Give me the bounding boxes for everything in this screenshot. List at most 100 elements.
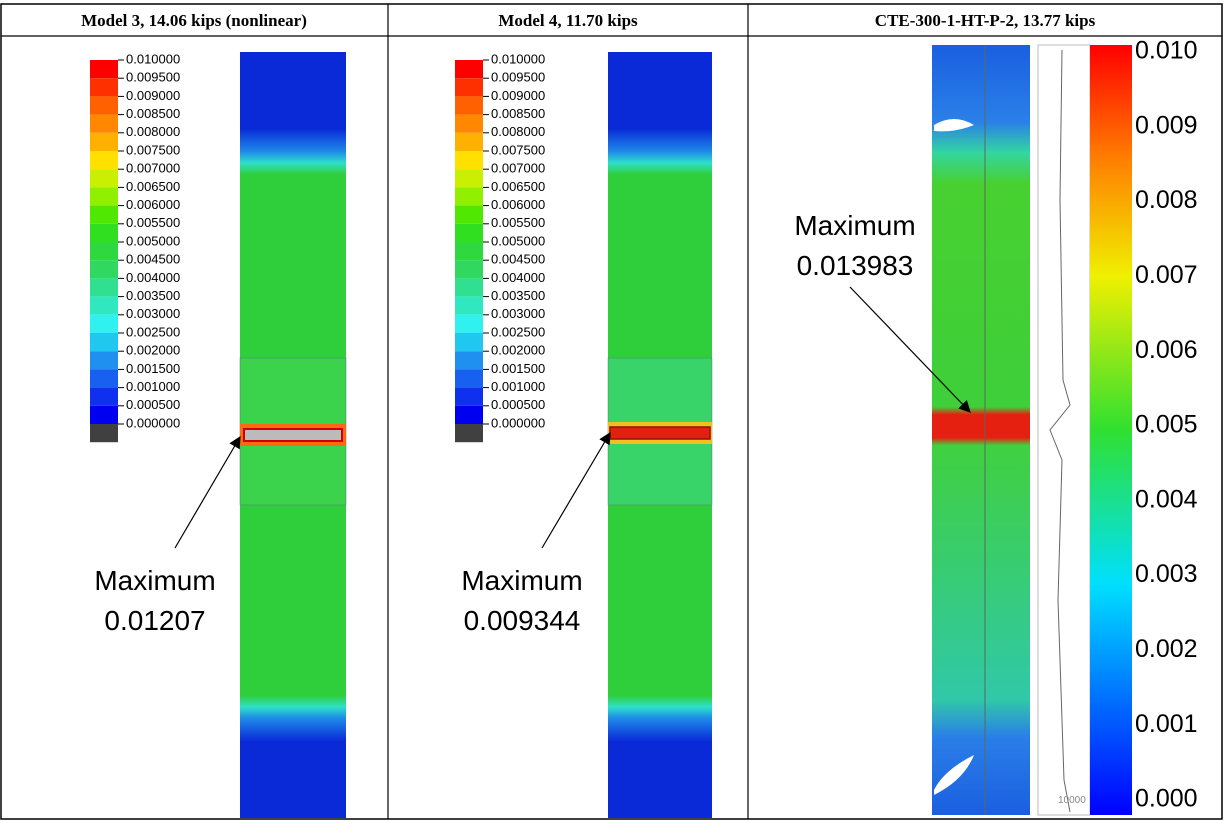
legend-swatch bbox=[455, 242, 483, 260]
legend-swatch bbox=[90, 78, 118, 96]
legend-label: 0.007000 bbox=[491, 161, 545, 176]
colorbar-label: 0.000 bbox=[1135, 785, 1198, 813]
legend-swatch bbox=[455, 187, 483, 205]
legend-label: 0.004000 bbox=[126, 270, 180, 285]
colorbar-label: 0.009 bbox=[1135, 111, 1198, 139]
legend-label: 0.004500 bbox=[491, 252, 545, 267]
panel-title: Model 3, 14.06 kips (nonlinear) bbox=[81, 11, 307, 30]
legend-swatch bbox=[90, 315, 118, 333]
legend-label: 0.002500 bbox=[491, 324, 545, 339]
legend-swatch bbox=[455, 60, 483, 78]
legend-label: 0.007500 bbox=[126, 142, 180, 157]
legend-swatch bbox=[455, 424, 483, 442]
legend-swatch bbox=[455, 388, 483, 406]
annotation: Maximum bbox=[461, 565, 582, 596]
legend-swatch bbox=[90, 169, 118, 187]
legend-label: 0.006000 bbox=[491, 197, 545, 212]
colorbar-label: 0.006 bbox=[1135, 336, 1198, 364]
legend-swatch bbox=[455, 278, 483, 296]
colorbar-label: 0.008 bbox=[1135, 186, 1198, 214]
arrow bbox=[542, 433, 610, 548]
legend-swatch bbox=[455, 297, 483, 315]
profile-label: 10000 bbox=[1058, 795, 1086, 806]
legend-swatch bbox=[90, 369, 118, 387]
legend-swatch bbox=[90, 96, 118, 114]
legend-label: 0.008500 bbox=[126, 106, 180, 121]
annotation: 0.009344 bbox=[464, 605, 581, 636]
legend-label: 0.005500 bbox=[491, 215, 545, 230]
legend-swatch bbox=[455, 260, 483, 278]
legend-swatch bbox=[90, 242, 118, 260]
legend-label: 0.001500 bbox=[491, 361, 545, 376]
annotation: 0.01207 bbox=[104, 605, 205, 636]
dic-specimen bbox=[932, 45, 1030, 815]
legend-swatch bbox=[90, 187, 118, 205]
legend-label: 0.010000 bbox=[491, 51, 545, 66]
legend-label: 0.000500 bbox=[491, 397, 545, 412]
legend-swatch bbox=[455, 206, 483, 224]
legend-label: 0.000000 bbox=[126, 415, 180, 430]
legend-label: 0.003500 bbox=[126, 288, 180, 303]
legend-swatch bbox=[90, 151, 118, 169]
colorbar-label: 0.007 bbox=[1135, 261, 1198, 289]
legend-label: 0.007500 bbox=[491, 142, 545, 157]
legend-swatch bbox=[90, 351, 118, 369]
legend-label: 0.010000 bbox=[126, 51, 180, 66]
legend-swatch bbox=[455, 333, 483, 351]
colorbar-label: 0.002 bbox=[1135, 635, 1198, 663]
colorbar-label: 0.005 bbox=[1135, 411, 1198, 439]
legend-label: 0.008500 bbox=[491, 106, 545, 121]
figure: Model 3, 14.06 kips (nonlinear) Model 4,… bbox=[0, 0, 1225, 821]
legend-label: 0.000500 bbox=[126, 397, 180, 412]
legend-label: 0.006000 bbox=[126, 197, 180, 212]
legend-swatch bbox=[455, 115, 483, 133]
annotation: Maximum bbox=[794, 210, 915, 241]
legend-swatch bbox=[90, 224, 118, 242]
colorbar-label: 0.004 bbox=[1135, 485, 1198, 513]
legend-label: 0.007000 bbox=[126, 161, 180, 176]
colorbar bbox=[1090, 45, 1132, 815]
legend-label: 0.001000 bbox=[491, 379, 545, 394]
annotation: Maximum bbox=[94, 565, 215, 596]
legend-label: 0.009500 bbox=[491, 70, 545, 85]
legend-swatch bbox=[455, 315, 483, 333]
legend-swatch bbox=[90, 424, 118, 442]
legend-swatch bbox=[455, 369, 483, 387]
legend-label: 0.006500 bbox=[126, 179, 180, 194]
legend-swatch bbox=[455, 406, 483, 424]
legend-label: 0.009000 bbox=[126, 88, 180, 103]
legend-swatch bbox=[90, 115, 118, 133]
legend-swatch bbox=[455, 133, 483, 151]
legend-label: 0.005000 bbox=[126, 233, 180, 248]
legend-swatch bbox=[90, 133, 118, 151]
legend-swatch bbox=[90, 260, 118, 278]
legend-swatch bbox=[90, 206, 118, 224]
legend-swatch bbox=[455, 224, 483, 242]
legend-swatch bbox=[90, 388, 118, 406]
legend-label: 0.008000 bbox=[126, 124, 180, 139]
hotspot-core bbox=[610, 427, 710, 439]
legend-label: 0.002500 bbox=[126, 324, 180, 339]
legend-label: 0.004000 bbox=[491, 270, 545, 285]
legend-label: 0.001000 bbox=[126, 379, 180, 394]
legend-label: 0.001500 bbox=[126, 361, 180, 376]
legend-label: 0.005000 bbox=[491, 233, 545, 248]
legend-label: 0.009500 bbox=[126, 70, 180, 85]
legend-label: 0.009000 bbox=[491, 88, 545, 103]
legend-label: 0.004500 bbox=[126, 252, 180, 267]
legend-label: 0.003000 bbox=[491, 306, 545, 321]
legend-swatch bbox=[455, 169, 483, 187]
colorbar-label: 0.010 bbox=[1135, 37, 1198, 65]
hotspot-core bbox=[244, 429, 342, 441]
legend-label: 0.002000 bbox=[491, 343, 545, 358]
legend-swatch bbox=[90, 60, 118, 78]
legend-swatch bbox=[90, 297, 118, 315]
annotation: 0.013983 bbox=[797, 250, 914, 281]
panel-title: CTE-300-1-HT-P-2, 13.77 kips bbox=[875, 11, 1096, 30]
profile-plot bbox=[1038, 45, 1090, 815]
legend-label: 0.002000 bbox=[126, 343, 180, 358]
legend-label: 0.003500 bbox=[491, 288, 545, 303]
legend-label: 0.003000 bbox=[126, 306, 180, 321]
legend-label: 0.008000 bbox=[491, 124, 545, 139]
legend-label: 0.000000 bbox=[491, 415, 545, 430]
